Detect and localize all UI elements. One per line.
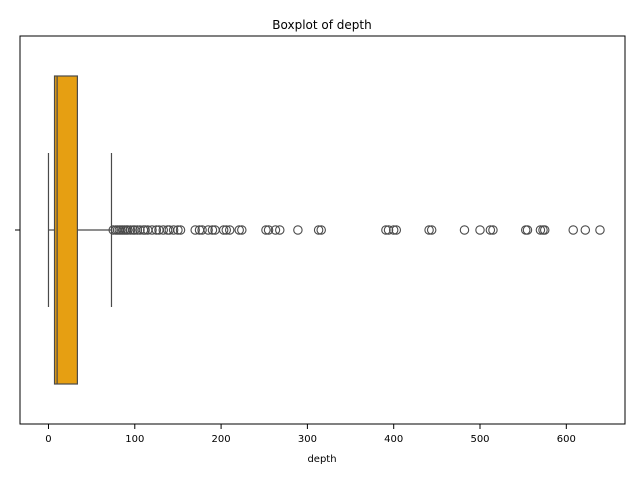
outlier-point — [237, 225, 247, 235]
outlier-point — [263, 225, 274, 235]
x-axis-label: depth — [307, 454, 336, 465]
outlier-layer — [108, 225, 605, 235]
x-tick-label: 500 — [470, 434, 489, 445]
outlier-point — [293, 225, 303, 235]
outlier-point — [108, 225, 118, 235]
outlier-point — [475, 225, 485, 235]
outlier-point — [135, 225, 145, 235]
outlier-point — [140, 225, 150, 235]
outlier-point — [459, 225, 470, 235]
outlier-point — [224, 225, 235, 235]
outlier-point — [147, 225, 157, 235]
x-tick-label: 300 — [298, 434, 317, 445]
outlier-point — [381, 225, 391, 235]
outlier-point — [125, 225, 136, 235]
outlier-point — [173, 225, 183, 235]
chart-title: Boxplot of depth — [272, 18, 371, 32]
outlier-point — [270, 225, 281, 235]
outlier-point — [275, 225, 285, 235]
x-tick-label: 100 — [125, 434, 144, 445]
outlier-point — [203, 225, 213, 235]
iqr-box — [53, 75, 78, 385]
outlier-point — [488, 225, 498, 235]
x-tick-label: 400 — [384, 434, 403, 445]
x-tick-label: 600 — [557, 434, 576, 445]
x-tick-label: 0 — [45, 434, 51, 445]
outlier-point — [485, 225, 496, 235]
outlier-point — [391, 225, 402, 235]
outlier-point — [123, 225, 133, 235]
outlier-point — [426, 225, 437, 235]
outlier-point — [218, 225, 229, 235]
outlier-point — [580, 225, 591, 235]
outlier-point — [522, 225, 533, 235]
outlier-point — [151, 225, 162, 235]
outlier-point — [234, 225, 244, 235]
outlier-point — [388, 225, 399, 235]
outlier-point — [168, 225, 179, 235]
outlier-point — [175, 225, 186, 235]
outlier-point — [261, 225, 271, 235]
x-tick-label: 200 — [212, 434, 231, 445]
outlier-point — [132, 225, 143, 235]
outlier-point — [158, 225, 169, 235]
outlier-point — [595, 225, 605, 235]
outlier-point — [197, 225, 207, 235]
outlier-point — [539, 225, 550, 235]
outlier-point — [207, 225, 218, 235]
outlier-point — [424, 225, 434, 235]
outlier-point — [535, 225, 546, 235]
box-layer — [47, 75, 113, 385]
outlier-point — [190, 225, 200, 235]
outlier-point — [316, 225, 326, 235]
outlier-point — [568, 225, 578, 235]
outlier-point — [383, 225, 394, 235]
outlier-point — [221, 225, 232, 235]
x-axis-ticks: 0 100 200 300 400 500 600 — [45, 424, 576, 445]
outlier-point — [313, 225, 324, 235]
